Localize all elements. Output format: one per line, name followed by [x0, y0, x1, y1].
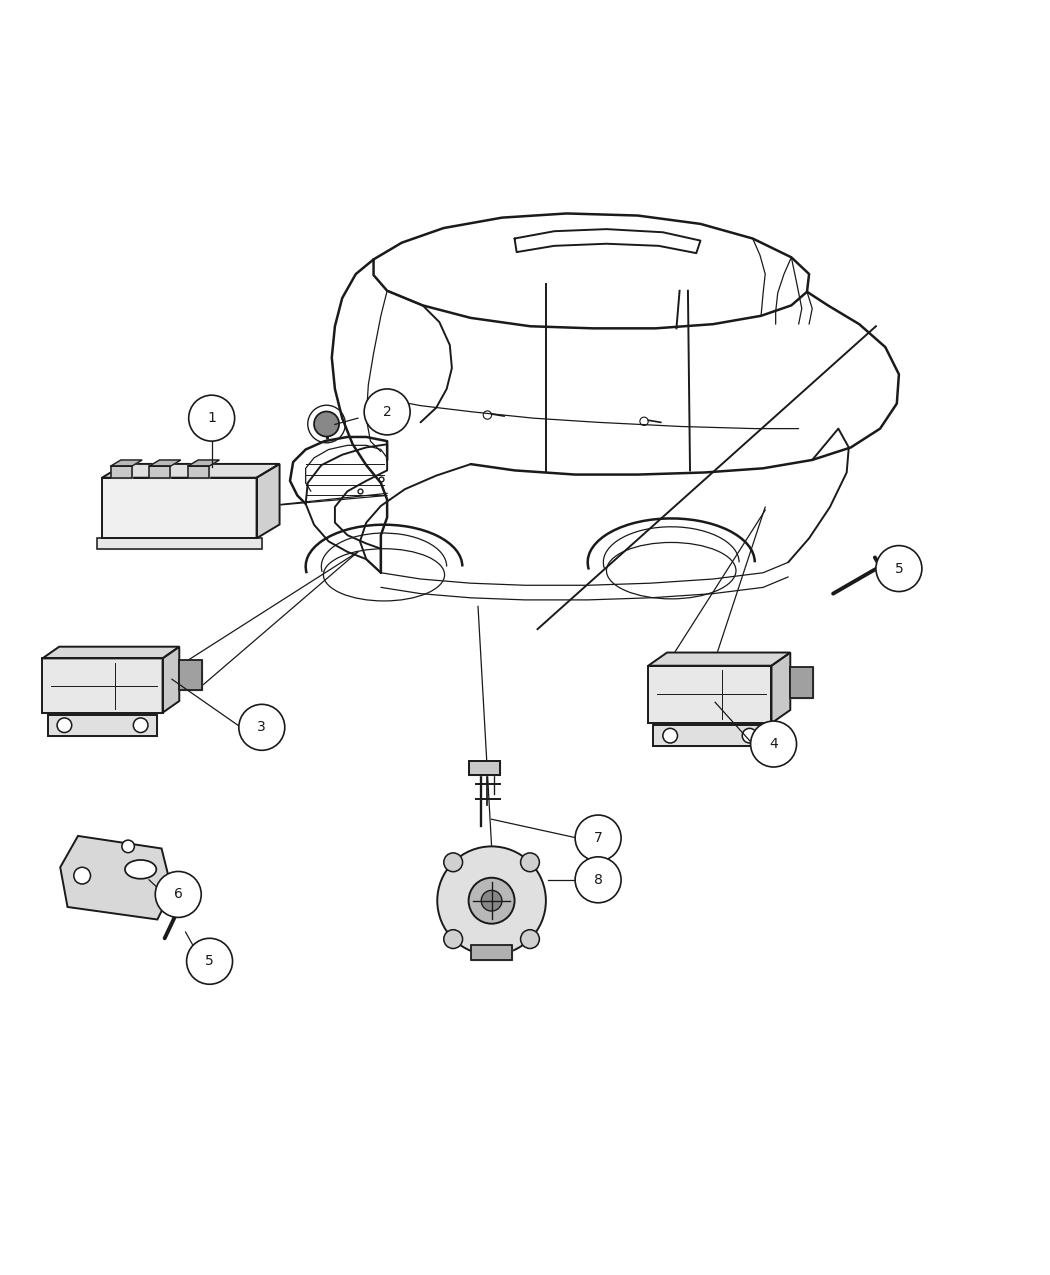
Polygon shape — [110, 467, 131, 478]
Polygon shape — [47, 715, 158, 736]
Circle shape — [521, 853, 540, 872]
Circle shape — [57, 718, 71, 733]
Text: 2: 2 — [383, 405, 392, 419]
Polygon shape — [468, 761, 500, 775]
Polygon shape — [256, 464, 279, 538]
Circle shape — [575, 815, 622, 861]
Circle shape — [133, 718, 148, 733]
Polygon shape — [188, 460, 219, 467]
Polygon shape — [110, 460, 142, 467]
Circle shape — [364, 389, 411, 435]
Circle shape — [468, 877, 514, 923]
Circle shape — [876, 546, 922, 592]
Text: 1: 1 — [207, 411, 216, 425]
Circle shape — [155, 871, 202, 918]
Text: 8: 8 — [593, 873, 603, 887]
Polygon shape — [180, 660, 203, 690]
Text: 4: 4 — [770, 737, 778, 751]
Polygon shape — [648, 666, 772, 723]
Polygon shape — [772, 653, 791, 723]
Polygon shape — [97, 538, 261, 548]
Circle shape — [189, 395, 234, 441]
Polygon shape — [149, 460, 181, 467]
Circle shape — [187, 938, 232, 984]
Polygon shape — [102, 464, 279, 478]
Circle shape — [314, 412, 339, 436]
Circle shape — [521, 929, 540, 949]
Circle shape — [575, 857, 622, 903]
Text: 3: 3 — [257, 720, 266, 734]
Text: 6: 6 — [174, 887, 183, 901]
Polygon shape — [470, 945, 512, 960]
Polygon shape — [60, 836, 172, 919]
Circle shape — [444, 853, 463, 872]
Polygon shape — [163, 646, 180, 713]
Text: 7: 7 — [593, 831, 603, 845]
Polygon shape — [102, 478, 256, 538]
Circle shape — [663, 728, 677, 743]
Circle shape — [74, 867, 90, 884]
Circle shape — [481, 890, 502, 912]
Polygon shape — [42, 646, 180, 658]
Ellipse shape — [125, 859, 156, 878]
Text: 5: 5 — [205, 954, 214, 968]
Circle shape — [751, 722, 797, 768]
Circle shape — [444, 929, 463, 949]
Circle shape — [742, 728, 757, 743]
Polygon shape — [791, 667, 814, 699]
Polygon shape — [42, 658, 163, 713]
Polygon shape — [648, 653, 791, 666]
Circle shape — [437, 847, 546, 955]
Circle shape — [122, 840, 134, 853]
Polygon shape — [149, 467, 170, 478]
Text: 5: 5 — [895, 561, 903, 575]
Polygon shape — [188, 467, 209, 478]
Circle shape — [238, 704, 285, 750]
Polygon shape — [653, 725, 766, 746]
